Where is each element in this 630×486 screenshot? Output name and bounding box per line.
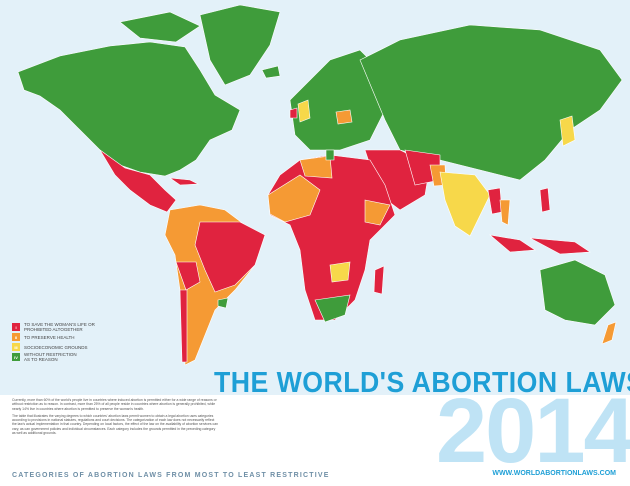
south-africa bbox=[314, 294, 351, 323]
new-zealand bbox=[601, 321, 617, 345]
year: 2014 bbox=[436, 380, 630, 482]
mexico-central-america bbox=[99, 149, 177, 213]
algeria bbox=[299, 155, 333, 179]
legend-numeral: I bbox=[15, 324, 17, 330]
chile bbox=[179, 289, 188, 363]
bolivia bbox=[175, 261, 201, 291]
world-map bbox=[0, 0, 630, 395]
arctic-islands bbox=[119, 11, 201, 43]
zambia bbox=[329, 261, 351, 283]
caribbean bbox=[168, 177, 200, 186]
india bbox=[439, 171, 491, 237]
greenland bbox=[199, 4, 281, 86]
philippines bbox=[539, 187, 551, 213]
legend-item: II TO PRESERVE HEALTH bbox=[12, 332, 95, 342]
thailand bbox=[499, 199, 511, 226]
uruguay bbox=[217, 297, 229, 309]
legend-label: TO PRESERVE HEALTH bbox=[24, 334, 75, 340]
poland bbox=[335, 109, 353, 125]
website: WWW.WORLDABORTIONLAWS.COM bbox=[492, 470, 616, 477]
footer-caption: CATEGORIES OF ABORTION LAWS FROM MOST TO… bbox=[12, 472, 330, 479]
legend-swatch: III bbox=[12, 343, 20, 351]
legend-swatch: II bbox=[12, 333, 20, 341]
intro-paragraph: The table that illustrates the varying d… bbox=[12, 413, 218, 436]
legend-item: IV WITHOUT RESTRICTION AS TO REASON bbox=[12, 352, 95, 362]
iceland bbox=[261, 65, 281, 79]
legend-numeral: IV bbox=[14, 354, 18, 360]
north-america bbox=[17, 41, 241, 177]
indonesia bbox=[488, 234, 591, 255]
legend-label: SOCIOECONOMIC GROUNDS bbox=[24, 344, 88, 350]
japan bbox=[559, 115, 576, 147]
legend-numeral: III bbox=[14, 344, 18, 350]
legend-item: III SOCIOECONOMIC GROUNDS bbox=[12, 342, 95, 352]
united-kingdom bbox=[297, 99, 311, 123]
west-africa bbox=[267, 174, 321, 223]
intro: Currently, more than 60% of the world's … bbox=[12, 398, 218, 438]
legend-label: PROHIBITED ALTOGETHER bbox=[24, 327, 83, 332]
madagascar bbox=[373, 265, 385, 295]
legend-swatch: I bbox=[12, 323, 20, 331]
legend-item: I TO SAVE THE WOMAN'S LIFE OR PROHIBITED … bbox=[12, 322, 95, 332]
legend-numeral: II bbox=[14, 334, 18, 340]
legend: I TO SAVE THE WOMAN'S LIFE OR PROHIBITED … bbox=[12, 322, 95, 362]
ireland bbox=[289, 107, 298, 119]
tunisia bbox=[325, 149, 335, 161]
legend-label: AS TO REASON bbox=[24, 357, 58, 362]
intro-paragraph: Currently, more than 60% of the world's … bbox=[12, 398, 217, 411]
title: THE WORLD'S ABORTION LAWS bbox=[214, 367, 630, 399]
legend-swatch: IV bbox=[12, 353, 20, 361]
legend-label: TO SAVE THE WOMAN'S LIFE OR bbox=[24, 322, 95, 327]
legend-label: WITHOUT RESTRICTION bbox=[24, 352, 77, 357]
brazil bbox=[194, 221, 266, 293]
australia bbox=[539, 259, 616, 326]
ethiopia bbox=[364, 199, 391, 226]
